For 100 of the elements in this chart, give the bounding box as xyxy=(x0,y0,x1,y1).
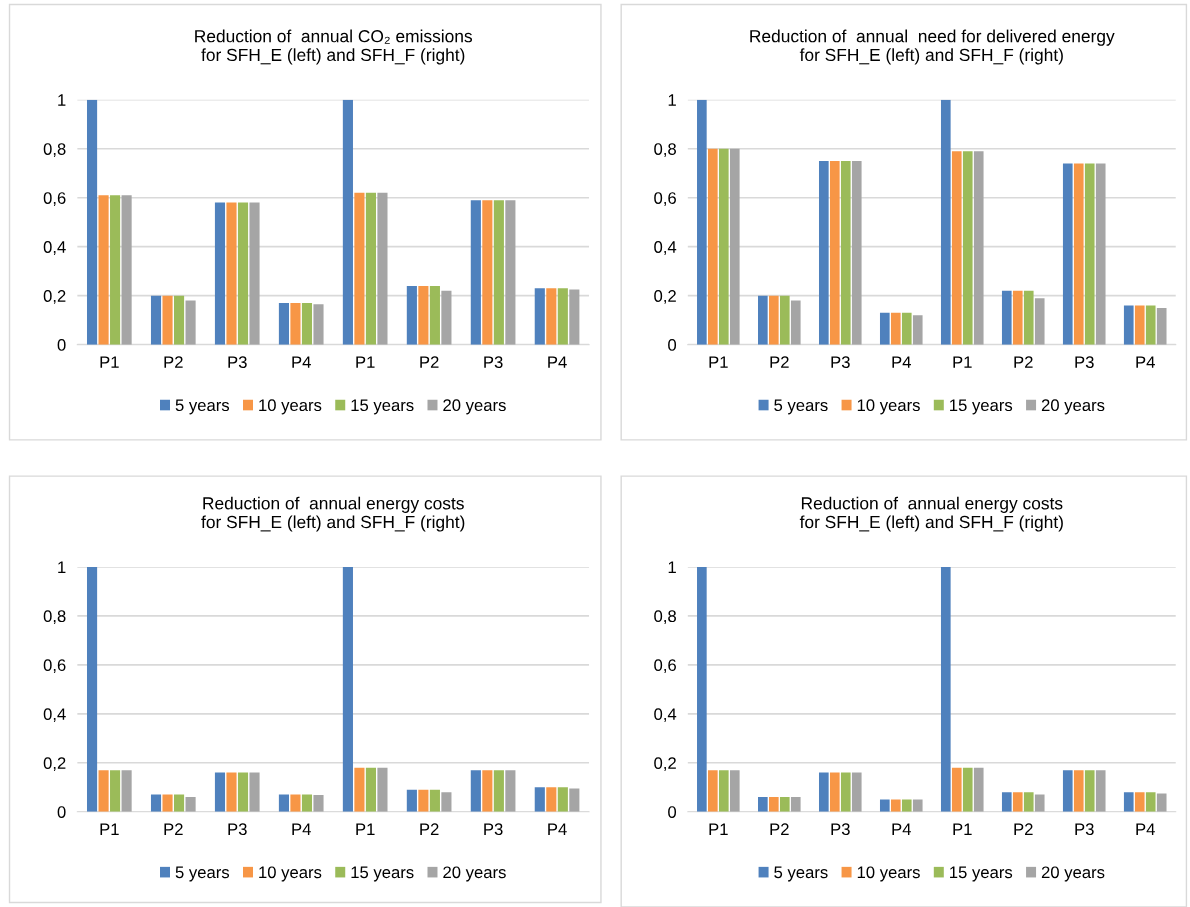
x-tick-label: P3 xyxy=(1075,823,1094,836)
x-tick-label: P3 xyxy=(228,823,247,836)
y-tick-label: 0,4 xyxy=(43,708,66,722)
y-tick-label: 1 xyxy=(58,94,66,106)
bar xyxy=(818,772,829,812)
bar xyxy=(278,303,290,345)
legend-label: 15 years xyxy=(950,399,1013,415)
bar xyxy=(1001,792,1012,812)
bar xyxy=(546,787,557,812)
bar xyxy=(505,200,516,345)
bar xyxy=(290,794,301,812)
bar xyxy=(851,160,862,345)
y-tick-label: 0,8 xyxy=(43,143,66,157)
bar xyxy=(98,770,109,812)
y-tick-label: 0,8 xyxy=(43,610,66,625)
bar xyxy=(354,767,365,812)
bar xyxy=(110,770,121,812)
y-tick-label: 0,4 xyxy=(43,241,66,255)
bar xyxy=(470,770,481,812)
bar xyxy=(818,160,829,345)
bar xyxy=(890,799,901,812)
bar xyxy=(1001,290,1012,345)
bar xyxy=(697,566,707,812)
y-tick-label: 1 xyxy=(668,561,676,573)
y-tick-label: 0 xyxy=(57,806,66,818)
bar xyxy=(1145,792,1156,812)
bar xyxy=(1084,770,1095,812)
bar xyxy=(1156,793,1167,812)
bar xyxy=(790,797,801,812)
legend-label: 15 years xyxy=(351,399,414,415)
legend-label: 5 years xyxy=(774,866,828,882)
x-tick-label: P3 xyxy=(831,356,850,369)
x-tick-label: P1 xyxy=(709,356,728,368)
bar xyxy=(729,770,740,812)
bar xyxy=(779,295,790,345)
bar xyxy=(758,797,768,812)
bar xyxy=(185,300,196,345)
bar xyxy=(697,99,707,345)
bar xyxy=(768,797,779,812)
bar xyxy=(429,285,440,345)
bar xyxy=(768,295,779,345)
legend-label: 15 years xyxy=(351,866,414,882)
bar xyxy=(377,192,388,345)
bar xyxy=(354,192,365,345)
bar xyxy=(493,200,504,345)
bar xyxy=(829,160,840,345)
x-tick-label: P2 xyxy=(770,356,789,368)
y-tick-label: 0 xyxy=(668,806,677,818)
x-tick-label: P1 xyxy=(709,823,728,835)
bar xyxy=(901,799,912,812)
bar xyxy=(879,799,890,812)
bar xyxy=(173,295,185,345)
bar xyxy=(901,312,912,345)
bar xyxy=(226,202,237,345)
bar xyxy=(249,772,260,812)
bar xyxy=(290,303,301,345)
bar xyxy=(301,794,313,812)
x-tick-label: P4 xyxy=(548,823,567,835)
bar xyxy=(557,787,568,812)
chart-title: Reduction of annual energy costs for SFH_E (left) and SFH_F (right) xyxy=(799,496,1063,532)
x-tick-label: P4 xyxy=(1136,823,1155,835)
bar xyxy=(546,288,557,345)
bar xyxy=(707,770,718,812)
x-tick-label: P3 xyxy=(228,356,247,369)
bar xyxy=(342,99,353,345)
y-tick-label: 0,6 xyxy=(43,192,66,206)
bar xyxy=(1123,305,1134,345)
y-tick-label: 0,4 xyxy=(654,708,677,722)
x-tick-label: P4 xyxy=(292,356,311,368)
bar xyxy=(973,151,984,345)
bar xyxy=(1095,770,1106,812)
bar xyxy=(729,148,740,345)
bar xyxy=(1062,163,1073,345)
legend-label: 20 years xyxy=(443,399,506,415)
bar xyxy=(493,770,504,812)
y-tick-label: 1 xyxy=(668,94,676,106)
bar xyxy=(718,770,729,812)
bar xyxy=(301,303,313,345)
x-tick-label: P2 xyxy=(420,823,439,835)
x-tick-label: P1 xyxy=(356,356,375,368)
bar xyxy=(718,148,729,345)
x-tick-label: P3 xyxy=(484,823,503,836)
bar xyxy=(758,295,768,345)
bar xyxy=(1034,298,1045,345)
bar xyxy=(441,290,452,345)
x-tick-label: P4 xyxy=(292,823,311,835)
bar xyxy=(1034,794,1045,812)
bar xyxy=(429,789,440,812)
bar xyxy=(1012,290,1023,345)
bar xyxy=(98,195,109,345)
bar xyxy=(214,772,226,812)
bar xyxy=(1145,305,1156,345)
bar xyxy=(840,160,851,345)
bar xyxy=(482,770,493,812)
legend-label: 20 years xyxy=(1041,866,1105,882)
legend-label: 5 years xyxy=(175,399,230,415)
bar xyxy=(441,792,452,812)
bar xyxy=(1073,770,1084,812)
bar xyxy=(840,772,851,812)
bar xyxy=(1023,290,1034,345)
